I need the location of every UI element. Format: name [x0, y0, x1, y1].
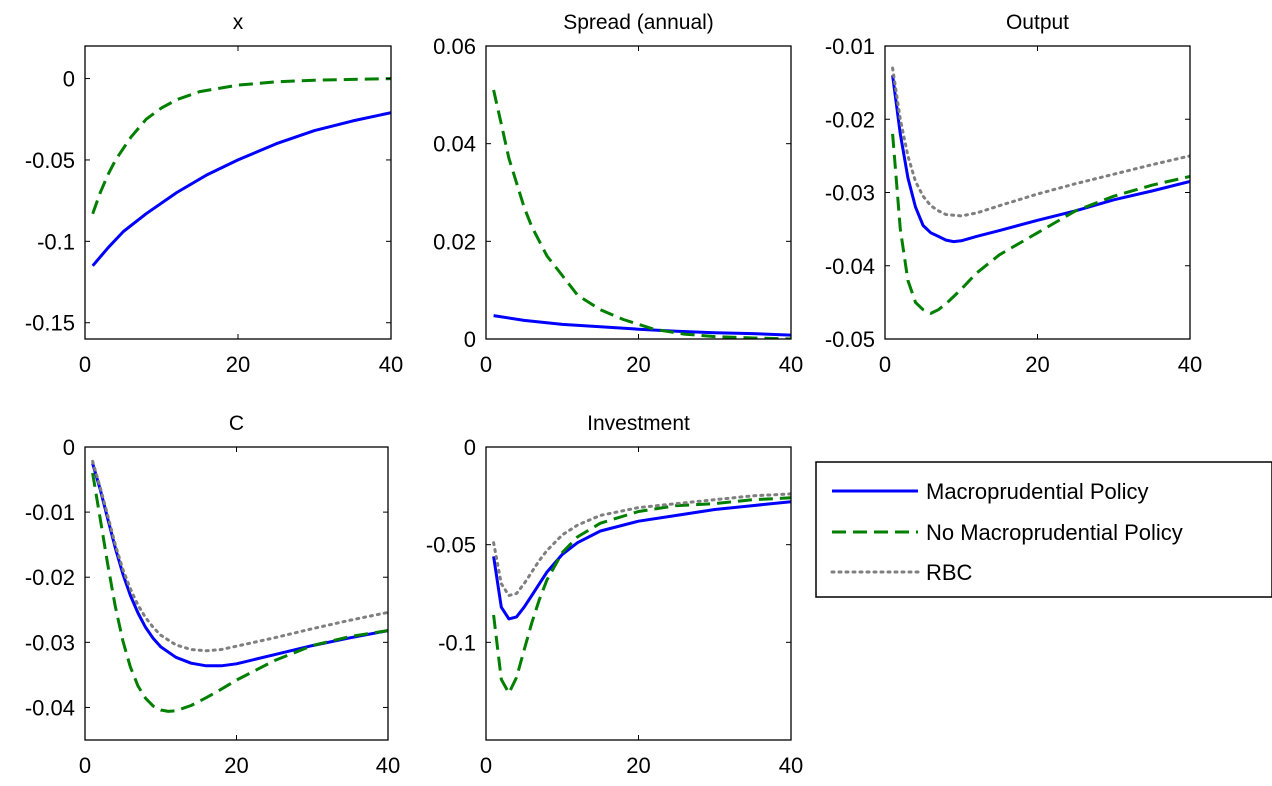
y-tick-label: 0.02: [433, 229, 476, 254]
panel-title: Investment: [587, 412, 690, 435]
y-tick-label: -0.05: [426, 533, 476, 558]
series-group: [891, 66, 1190, 315]
series-line-no-macroprudential-policy: [91, 77, 391, 215]
y-tick-label: 0: [63, 67, 75, 92]
series-line-no-macroprudential-policy: [91, 472, 388, 713]
y-tick-label: -0.02: [825, 107, 875, 132]
series-line-no-macroprudential-policy: [891, 133, 1190, 315]
axes-frame: [485, 45, 792, 340]
series-line-rbc: [891, 66, 1190, 218]
panel-x: 0 20 40 0 -0.05 -0.1 -0.15 x: [25, 11, 403, 377]
y-tick-label: 0: [63, 435, 75, 460]
x-tick-label: 40: [376, 753, 400, 778]
panel-spread-annual: 0 20 40 0 0.02 0.04 0.06 Spread (annual): [433, 11, 803, 377]
y-tick-label: -0.05: [825, 327, 875, 352]
x-tick-label: 40: [779, 753, 803, 778]
y-tick-label: -0.15: [25, 311, 75, 336]
x-tick-label: 20: [626, 753, 650, 778]
series-line-no-macroprudential-policy: [492, 496, 791, 695]
y-tick-label: -0.1: [37, 229, 75, 254]
y-tick-label: -0.03: [825, 181, 875, 206]
panel-title: C: [229, 412, 244, 435]
x-tick-label: 40: [1178, 352, 1202, 377]
series-line-no-macroprudential-policy: [492, 89, 791, 339]
x-tick-label: 0: [480, 753, 492, 778]
y-tick-label: 0: [464, 327, 476, 352]
axes-frame: [84, 45, 392, 340]
legend-box: Macroprudential Policy No Macroprudentia…: [815, 461, 1272, 598]
y-tick-label: 0: [464, 435, 476, 460]
x-tick-label: 0: [79, 352, 91, 377]
y-tick-label: 0.06: [433, 34, 476, 59]
x-tick-label: 20: [626, 352, 650, 377]
x-tick-label: 40: [779, 352, 803, 377]
x-tick-label: 40: [379, 352, 403, 377]
panel-investment: 0 20 40 0 -0.05 -0.1 Investment: [426, 412, 803, 778]
y-tick-label: -0.03: [25, 630, 75, 655]
series-line-macroprudential-policy: [91, 462, 388, 668]
legend-frame: [815, 461, 1272, 598]
series-group: [91, 77, 391, 267]
series-group: [91, 459, 388, 713]
panel-title: Output: [1006, 11, 1069, 34]
y-tick-label: -0.05: [25, 148, 75, 173]
legend-label-no-macroprudential: No Macroprudential Policy: [926, 520, 1183, 545]
legend-label-macroprudential: Macroprudential Policy: [926, 479, 1149, 504]
series-line-rbc: [91, 459, 388, 653]
y-tick-label: -0.01: [825, 34, 875, 59]
x-tick-label: 0: [79, 753, 91, 778]
legend-label-rbc: RBC: [926, 560, 973, 585]
panel-title: x: [233, 11, 244, 34]
y-tick-label: -0.1: [438, 630, 476, 655]
series-group: [492, 492, 791, 695]
series-group: [492, 89, 791, 339]
series-line-macroprudential-policy: [891, 75, 1190, 244]
x-tick-label: 20: [224, 753, 248, 778]
y-tick-label: -0.04: [825, 254, 875, 279]
panel-output: 0 20 40 -0.01 -0.02 -0.03 -0.04 -0.05 Output: [825, 11, 1202, 377]
x-tick-label: 0: [480, 352, 492, 377]
series-line-macroprudential-policy: [493, 314, 791, 337]
x-tick-label: 20: [1025, 352, 1049, 377]
series-line-macroprudential-policy: [91, 111, 391, 267]
y-tick-label: -0.04: [25, 695, 75, 720]
y-tick-label: 0.04: [433, 132, 476, 157]
series-line-rbc: [492, 492, 791, 597]
panel-title: Spread (annual): [563, 11, 714, 34]
y-tick-label: -0.02: [25, 565, 75, 590]
x-tick-label: 20: [226, 352, 250, 377]
y-tick-label: -0.01: [25, 500, 75, 525]
panel-c: 0 20 40 0 -0.01 -0.02 -0.03 -0.04 C: [25, 412, 400, 778]
x-tick-label: 0: [879, 352, 891, 377]
